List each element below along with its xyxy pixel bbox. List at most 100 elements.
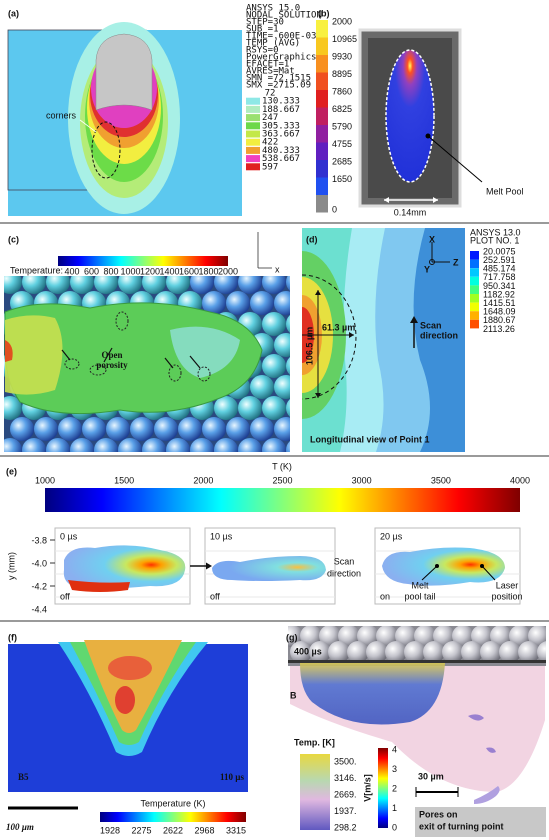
ansys-info: ANSYS 15.0 [246, 4, 300, 14]
legend-swatch [470, 276, 479, 286]
colorbar-tick: 1000 [35, 475, 55, 485]
colorbar [45, 488, 520, 512]
note: exit of turning point [419, 821, 504, 831]
annotation: porosity [96, 360, 128, 370]
scale-swatch [316, 90, 328, 108]
colorbar-tick: 2968 [194, 825, 214, 835]
legend-swatch [470, 294, 479, 303]
legend-label: 247 [262, 113, 278, 123]
colorbar-tick: 4000 [510, 475, 530, 485]
colorbar-title: Temperature: [10, 265, 63, 275]
powder-particle [226, 417, 250, 441]
laser-state: off [210, 591, 220, 601]
note: Pores on [419, 809, 458, 819]
direction-label: direction [327, 568, 361, 578]
panel-e-frames [50, 527, 521, 605]
powder-particle [226, 291, 250, 315]
scale-swatch [316, 195, 328, 213]
legend-label: 2113.26 [483, 324, 515, 334]
powder-particle [286, 315, 290, 333]
powder-particle [262, 312, 286, 336]
legend-label: 1415.51 [483, 298, 516, 308]
powder-particle [214, 276, 238, 294]
legend-swatch [470, 319, 479, 329]
powder-particle [461, 641, 483, 663]
colorbar-tick: 1200 [140, 266, 160, 276]
sample-label: B [290, 690, 297, 700]
powder-particle [118, 438, 142, 452]
legend-label: 485.174 [483, 264, 516, 274]
scale-swatch [316, 160, 328, 178]
colorbar-tick: 2000 [218, 266, 238, 276]
legend-tick: 0 [392, 822, 397, 832]
ansys-info: PLOT NO. 1 [470, 235, 519, 245]
powder-particle [166, 438, 190, 452]
dimension-label: 106.5 µm [304, 327, 314, 365]
legend-swatch [246, 138, 260, 146]
ansys-info: STEP=30 [246, 18, 284, 28]
legend-tick: 1937. [334, 806, 357, 816]
panel-label: (g) [286, 632, 298, 642]
powder-particle [70, 276, 94, 294]
colorbar [58, 256, 228, 266]
y-tick-label: -4.2 [31, 581, 47, 591]
legend-swatch [246, 146, 260, 154]
legend-tick: 1 [392, 803, 397, 813]
ansys-info: PowerGraphics [246, 53, 316, 63]
legend-swatch [246, 163, 260, 171]
ansys-info: SUB =1 [246, 25, 279, 35]
panel-label: (f) [8, 632, 17, 642]
powder-particle [94, 438, 118, 452]
colorbar-title: T (K) [272, 461, 292, 471]
legend-label: 363.667 [262, 130, 300, 140]
legend-label: 188.667 [262, 105, 300, 115]
powder-particle [423, 641, 445, 663]
ansys-info: AVRES=Mat [246, 67, 295, 77]
powder-particle [22, 276, 46, 294]
panel-d-image [302, 228, 465, 452]
axis-title: y (mm) [6, 552, 16, 580]
powder-particle [58, 417, 82, 441]
powder-particle [154, 417, 178, 441]
ansys-info: TIME=.600E-03 [246, 32, 316, 42]
scale-label: 7860 [332, 86, 352, 96]
scale-label: 4755 [332, 139, 352, 149]
frame-time: 10 µs [210, 531, 233, 541]
panel-g-image [288, 626, 546, 837]
legend-title: V[m/s] [362, 774, 372, 802]
powder-particle [309, 641, 331, 663]
axis-label: x [275, 264, 280, 274]
colorbar-tick: 1000 [120, 266, 140, 276]
legend-tick: 3 [392, 764, 397, 774]
legend-tick: 298.2 [334, 822, 357, 832]
laser-state: on [380, 591, 390, 601]
legend-swatch [470, 268, 479, 277]
colorbar-tick: 400 [64, 266, 79, 276]
callout: Melt Pool [486, 186, 524, 196]
legend-swatch [246, 105, 260, 113]
legend-label: 1648.09 [483, 307, 516, 317]
colorbar-tick: 2500 [272, 475, 292, 485]
panel-label: (a) [8, 8, 19, 18]
legend-title: Temp. [K] [294, 737, 335, 747]
powder-particle [202, 417, 226, 441]
powder-particle [202, 291, 226, 315]
time-label: 110 µs [220, 772, 244, 782]
scale-swatch [316, 72, 328, 90]
legend-label: 480.333 [262, 146, 300, 156]
panel-b-image [358, 28, 483, 208]
colorbar-tick: 1800 [198, 266, 218, 276]
powder-particle [190, 276, 214, 294]
ansys-info: SMN =72.1515 [246, 74, 311, 84]
powder-particle [274, 375, 290, 399]
powder-particle [238, 396, 262, 420]
ansys-info: ANSYS 13.0 [470, 227, 521, 237]
powder-particle [4, 276, 22, 294]
colorbar-title: Temperature (K) [140, 798, 205, 808]
colorbar-tick: 1400 [159, 266, 179, 276]
y-tick-label: -3.8 [31, 535, 47, 545]
colorbar-tick: 2622 [163, 825, 183, 835]
colorbar-tick: 2000 [193, 475, 213, 485]
powder-particle [274, 417, 290, 441]
